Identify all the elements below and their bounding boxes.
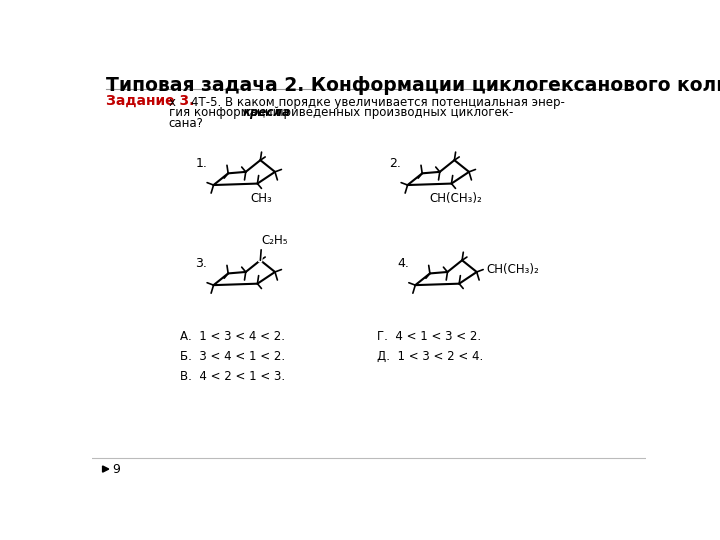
Text: Типовая задача 2. Конформации циклогексанового кольца: Типовая задача 2. Конформации циклогекса…: [106, 76, 720, 96]
Text: CH₃: CH₃: [251, 192, 272, 205]
Text: Г.  4 < 1 < 3 < 2.
Д.  1 < 3 < 2 < 4.: Г. 4 < 1 < 3 < 2. Д. 1 < 3 < 2 < 4.: [377, 330, 483, 363]
Text: гия конформаций: гия конформаций: [168, 106, 284, 119]
Text: А.  1 < 3 < 4 < 2.
Б.  3 < 4 < 1 < 2.
В.  4 < 2 < 1 < 3.: А. 1 < 3 < 4 < 2. Б. 3 < 4 < 1 < 2. В. 4…: [180, 330, 285, 383]
Text: CH(CH₃)₂: CH(CH₃)₂: [486, 263, 539, 276]
Text: C₂H₅: C₂H₅: [261, 234, 288, 247]
Text: CH(CH₃)₂: CH(CH₃)₂: [429, 192, 482, 205]
Text: 3.: 3.: [196, 257, 207, 270]
Text: сана?: сана?: [168, 117, 204, 130]
Text: Задание 3.: Задание 3.: [106, 93, 194, 107]
Polygon shape: [102, 466, 109, 472]
Text: x    4Т-5. В каком порядке увеличивается потенциальная энер-: x 4Т-5. В каком порядке увеличивается по…: [168, 96, 564, 109]
Text: приведенных производных циклогек-: приведенных производных циклогек-: [272, 106, 513, 119]
Text: 1.: 1.: [196, 157, 207, 170]
Text: 9: 9: [112, 463, 120, 476]
Text: 4.: 4.: [397, 257, 409, 270]
Text: кресла: кресла: [243, 106, 291, 119]
Text: 2.: 2.: [390, 157, 402, 170]
